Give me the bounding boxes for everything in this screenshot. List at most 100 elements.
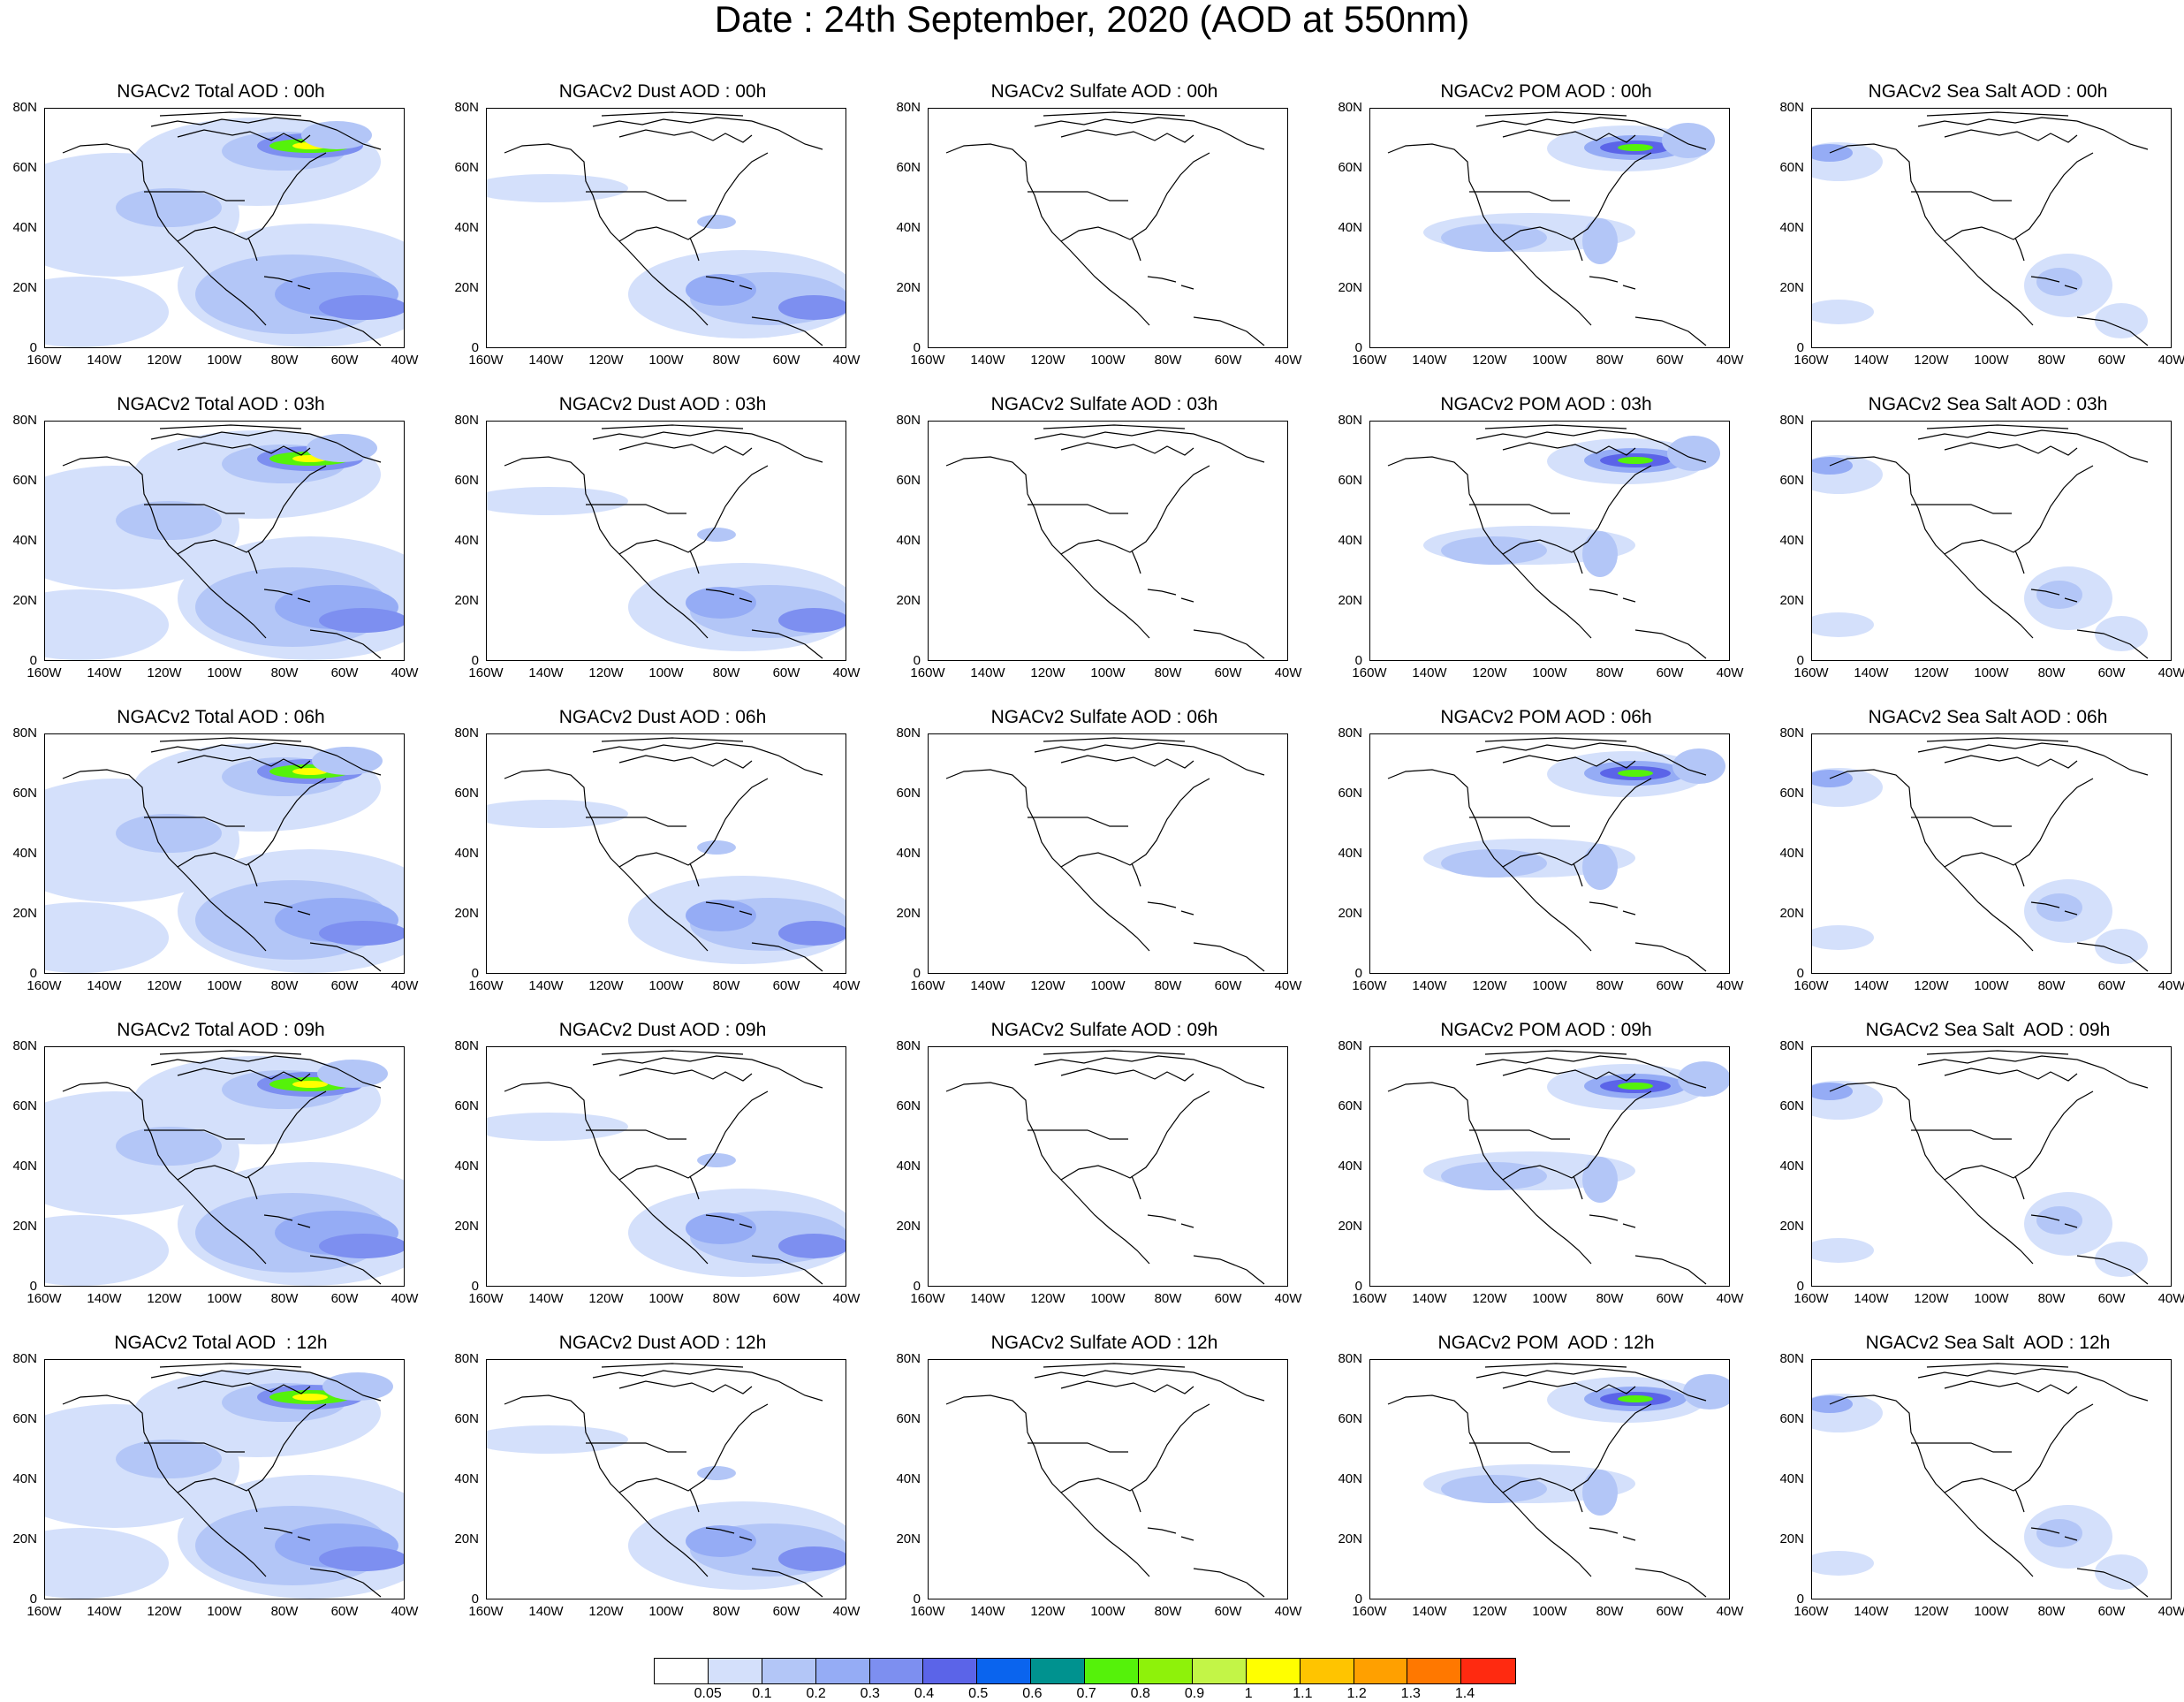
aod-field-map	[945, 737, 1265, 972]
lon-tick-label: 60W	[772, 978, 800, 993]
lon-tick-label: 100W	[207, 1604, 242, 1619]
lon-tick-label: 120W	[588, 1604, 624, 1619]
colorbar-tick-label: 1.2	[1346, 1686, 1367, 1701]
lat-tick-label: 20N	[454, 1219, 479, 1234]
aod-field-map	[1387, 1050, 1729, 1285]
panel-title: NGACv2 Total AOD : 00h	[117, 81, 325, 102]
lon-tick-label: 80W	[2037, 1604, 2066, 1619]
lon-tick-label: 160W	[468, 1291, 504, 1306]
map-panel-sulfate: NGACv2 Sulfate AOD : 03h 80N 60N 40N 20N 0 160…	[883, 394, 1325, 695]
lon-tick-label: 140W	[1854, 1604, 1889, 1619]
lon-tick-label: 160W	[27, 1604, 62, 1619]
lon-tick-label: 80W	[1154, 978, 1182, 993]
map-plot-area	[486, 108, 846, 348]
lon-tick-label: 160W	[910, 353, 945, 368]
lon-tick-label: 120W	[1030, 1604, 1065, 1619]
lon-tick-label: 160W	[1352, 665, 1387, 680]
lat-tick-label: 0	[471, 340, 479, 355]
lat-tick-label: 40N	[12, 220, 37, 235]
lat-tick-label: 60N	[896, 1411, 921, 1426]
lat-tick-label: 40N	[896, 220, 921, 235]
lat-tick-label: 80N	[896, 1038, 921, 1053]
lon-tick-label: 60W	[1656, 978, 1684, 993]
panel-title: NGACv2 Dust AOD : 09h	[558, 1020, 767, 1040]
lon-tick-label: 120W	[1472, 1604, 1507, 1619]
panel-title: NGACv2 Sulfate AOD : 09h	[990, 1020, 1218, 1040]
lon-tick-label: 80W	[1596, 665, 1624, 680]
lon-tick-label: 40W	[832, 1291, 861, 1306]
lat-tick-label: 80N	[1779, 413, 1804, 428]
lat-tick-label: 20N	[12, 1531, 37, 1546]
lon-tick-label: 140W	[87, 665, 122, 680]
lat-tick-label: 20N	[12, 280, 37, 295]
aod-field-map	[45, 734, 404, 973]
map-panel-dust: NGACv2 Dust AOD : 03h 80N 60N 40N 20N 0 160W 14…	[442, 394, 883, 695]
panel-title: NGACv2 Sulfate AOD : 12h	[990, 1333, 1218, 1353]
lon-tick-label: 100W	[1532, 978, 1567, 993]
lon-tick-label: 40W	[1716, 353, 1744, 368]
map-panel-total: NGACv2 Total AOD : 06h 80N 60N 40N 20N 0 160W 1…	[0, 707, 442, 1007]
lat-tick-label: 40N	[1338, 1159, 1362, 1174]
lat-tick-label: 60N	[1338, 160, 1362, 175]
lat-tick-label: 20N	[1338, 280, 1362, 295]
colorbar-tick-label: 0.05	[694, 1686, 722, 1701]
map-plot-area	[1369, 421, 1730, 661]
lat-tick-label: 80N	[12, 726, 37, 741]
lon-tick-label: 40W	[391, 978, 419, 993]
panel-title: NGACv2 Sea Salt AOD : 06h	[1868, 707, 2108, 727]
colorbar-tick-label: 0.9	[1184, 1686, 1205, 1701]
lon-tick-label: 40W	[2157, 1604, 2184, 1619]
lon-tick-label: 40W	[1716, 978, 1744, 993]
colorbar-swatch	[1407, 1659, 1462, 1683]
lat-tick-label: 40N	[454, 846, 479, 861]
panel-title: NGACv2 Dust AOD : 12h	[558, 1333, 767, 1353]
lon-tick-label: 140W	[970, 353, 1005, 368]
lat-tick-label: 80N	[1338, 413, 1362, 428]
lon-tick-label: 40W	[1274, 1291, 1302, 1306]
lon-tick-label: 140W	[1854, 1291, 1889, 1306]
lon-tick-label: 120W	[588, 978, 624, 993]
lat-tick-label: 60N	[12, 160, 37, 175]
lon-tick-label: 160W	[910, 1604, 945, 1619]
lat-tick-label: 20N	[454, 1531, 479, 1546]
lat-tick-label: 0	[471, 966, 479, 981]
lat-tick-label: 80N	[1338, 1038, 1362, 1053]
lat-tick-label: 20N	[1779, 280, 1804, 295]
lat-tick-label: 60N	[1338, 786, 1362, 801]
panel-title: NGACv2 Sulfate AOD : 03h	[990, 394, 1218, 414]
map-panel-seasalt: NGACv2 Sea Salt AOD : 00h 80N 60N 40N 20N 0 16…	[1767, 81, 2184, 382]
lon-tick-label: 100W	[648, 1604, 684, 1619]
map-plot-area	[1811, 1046, 2172, 1287]
lat-tick-label: 80N	[12, 100, 37, 115]
map-plot-area	[486, 733, 846, 974]
lon-tick-label: 140W	[528, 665, 564, 680]
lon-tick-label: 60W	[1656, 665, 1684, 680]
lon-tick-label: 160W	[1793, 665, 1829, 680]
lon-tick-label: 100W	[648, 665, 684, 680]
lat-tick-label: 40N	[1779, 220, 1804, 235]
lon-tick-label: 40W	[391, 1291, 419, 1306]
lon-tick-label: 40W	[391, 1604, 419, 1619]
lon-tick-label: 80W	[1596, 978, 1624, 993]
lon-tick-label: 140W	[970, 1291, 1005, 1306]
map-plot-area	[486, 1359, 846, 1599]
lon-tick-label: 120W	[1472, 978, 1507, 993]
lat-tick-label: 40N	[1779, 846, 1804, 861]
lon-tick-label: 120W	[1030, 665, 1065, 680]
lat-tick-label: 0	[913, 1279, 921, 1294]
lat-tick-label: 80N	[1779, 1351, 1804, 1366]
lat-tick-label: 20N	[12, 593, 37, 608]
lon-tick-label: 40W	[832, 665, 861, 680]
lon-tick-label: 120W	[1914, 978, 1949, 993]
aod-field-map	[1812, 1050, 2149, 1285]
colorbar-tick-label: 1.3	[1400, 1686, 1421, 1701]
lon-tick-label: 60W	[2097, 353, 2126, 368]
lat-tick-label: 60N	[896, 1098, 921, 1113]
map-panel-sulfate: NGACv2 Sulfate AOD : 12h 80N 60N 40N 20N 0 160…	[883, 1333, 1325, 1633]
lon-tick-label: 120W	[147, 1604, 182, 1619]
lat-tick-label: 60N	[1779, 786, 1804, 801]
colorbar-tick-label: 0.3	[860, 1686, 880, 1701]
lon-tick-label: 160W	[1352, 1291, 1387, 1306]
map-plot-area	[928, 108, 1288, 348]
aod-field-map	[945, 424, 1265, 659]
